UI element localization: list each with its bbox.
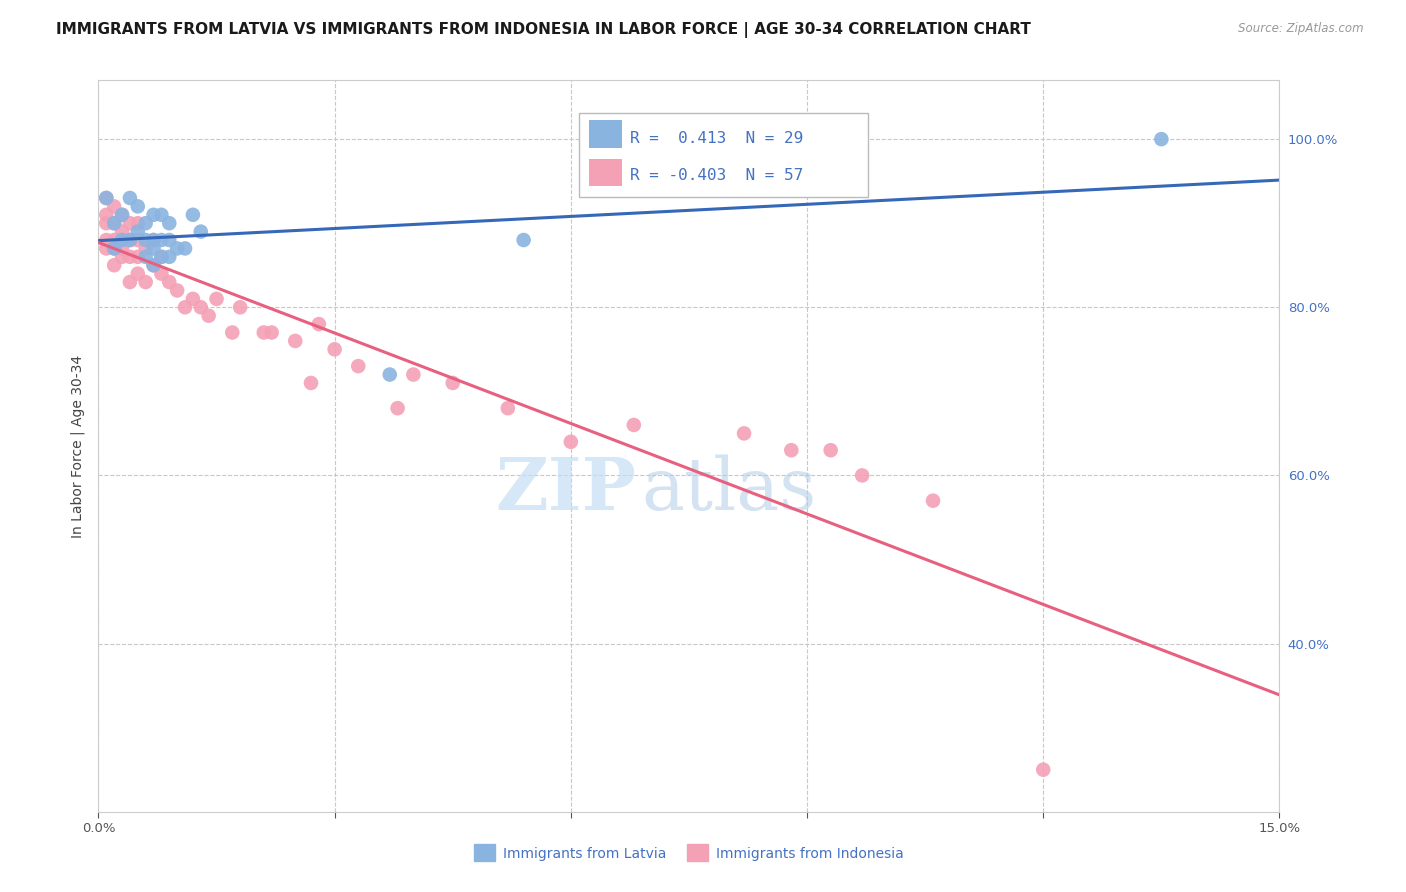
Point xyxy=(103,242,125,256)
Point xyxy=(118,250,141,264)
Point xyxy=(299,376,322,390)
FancyBboxPatch shape xyxy=(589,120,621,147)
Point xyxy=(347,359,370,373)
Point xyxy=(150,250,173,264)
Point xyxy=(127,225,149,239)
Point xyxy=(96,233,118,247)
Point xyxy=(1032,763,1054,777)
Point xyxy=(96,191,118,205)
Point xyxy=(284,334,307,348)
Point xyxy=(780,443,803,458)
Point xyxy=(103,216,125,230)
Point xyxy=(174,242,197,256)
Point xyxy=(111,233,134,247)
Point xyxy=(378,368,401,382)
Point xyxy=(111,208,134,222)
Point xyxy=(142,258,165,272)
Point xyxy=(253,326,276,340)
Point xyxy=(118,216,141,230)
FancyBboxPatch shape xyxy=(589,159,621,186)
Point xyxy=(96,191,118,205)
Point xyxy=(560,434,582,449)
Point xyxy=(135,216,157,230)
Point xyxy=(157,216,180,230)
Text: ZIP: ZIP xyxy=(495,454,636,525)
Point xyxy=(103,199,125,213)
Text: R = -0.403  N = 57: R = -0.403 N = 57 xyxy=(630,168,803,183)
Point xyxy=(142,242,165,256)
Point xyxy=(111,208,134,222)
Point xyxy=(851,468,873,483)
Point xyxy=(181,208,204,222)
Point xyxy=(111,242,134,256)
Point xyxy=(103,258,125,272)
Point xyxy=(496,401,519,416)
Text: atlas: atlas xyxy=(641,455,817,525)
Point xyxy=(441,376,464,390)
Point xyxy=(118,191,141,205)
Point xyxy=(229,300,252,314)
Point xyxy=(135,275,157,289)
Point xyxy=(323,343,346,357)
Point xyxy=(174,300,197,314)
Point xyxy=(157,275,180,289)
Point xyxy=(135,233,157,247)
Point xyxy=(96,208,118,222)
Point xyxy=(150,250,173,264)
Point xyxy=(157,250,180,264)
Point xyxy=(142,233,165,247)
Point xyxy=(111,225,134,239)
Point xyxy=(260,326,283,340)
Point xyxy=(103,216,125,230)
Point xyxy=(135,250,157,264)
Point xyxy=(103,242,125,256)
Point xyxy=(190,225,212,239)
Point xyxy=(402,368,425,382)
Text: R =  0.413  N = 29: R = 0.413 N = 29 xyxy=(630,131,803,146)
Point xyxy=(127,233,149,247)
Point xyxy=(127,267,149,281)
Point xyxy=(150,233,173,247)
Point xyxy=(623,417,645,432)
FancyBboxPatch shape xyxy=(579,113,869,197)
Point xyxy=(150,267,173,281)
Point xyxy=(111,233,134,247)
Point xyxy=(197,309,219,323)
Point xyxy=(96,216,118,230)
Point xyxy=(733,426,755,441)
Point xyxy=(820,443,842,458)
Point xyxy=(127,199,149,213)
Point xyxy=(127,216,149,230)
Point xyxy=(166,242,188,256)
Point xyxy=(118,233,141,247)
Point xyxy=(135,242,157,256)
Point xyxy=(512,233,534,247)
Point xyxy=(157,233,180,247)
Point xyxy=(221,326,243,340)
Text: IMMIGRANTS FROM LATVIA VS IMMIGRANTS FROM INDONESIA IN LABOR FORCE | AGE 30-34 C: IMMIGRANTS FROM LATVIA VS IMMIGRANTS FRO… xyxy=(56,22,1031,38)
Point xyxy=(205,292,228,306)
Point xyxy=(118,233,141,247)
Point xyxy=(150,208,173,222)
Point xyxy=(922,493,945,508)
Point xyxy=(127,250,149,264)
Point xyxy=(118,275,141,289)
Point xyxy=(166,284,188,298)
Y-axis label: In Labor Force | Age 30-34: In Labor Force | Age 30-34 xyxy=(70,354,84,538)
Point xyxy=(308,317,330,331)
Point xyxy=(142,258,165,272)
Point xyxy=(96,242,118,256)
Text: Source: ZipAtlas.com: Source: ZipAtlas.com xyxy=(1239,22,1364,36)
Point xyxy=(1150,132,1173,146)
Point xyxy=(142,233,165,247)
Point xyxy=(103,233,125,247)
Point xyxy=(142,208,165,222)
Point xyxy=(181,292,204,306)
Point xyxy=(387,401,409,416)
Point xyxy=(190,300,212,314)
Legend: Immigrants from Latvia, Immigrants from Indonesia: Immigrants from Latvia, Immigrants from … xyxy=(468,838,910,867)
Point xyxy=(111,250,134,264)
